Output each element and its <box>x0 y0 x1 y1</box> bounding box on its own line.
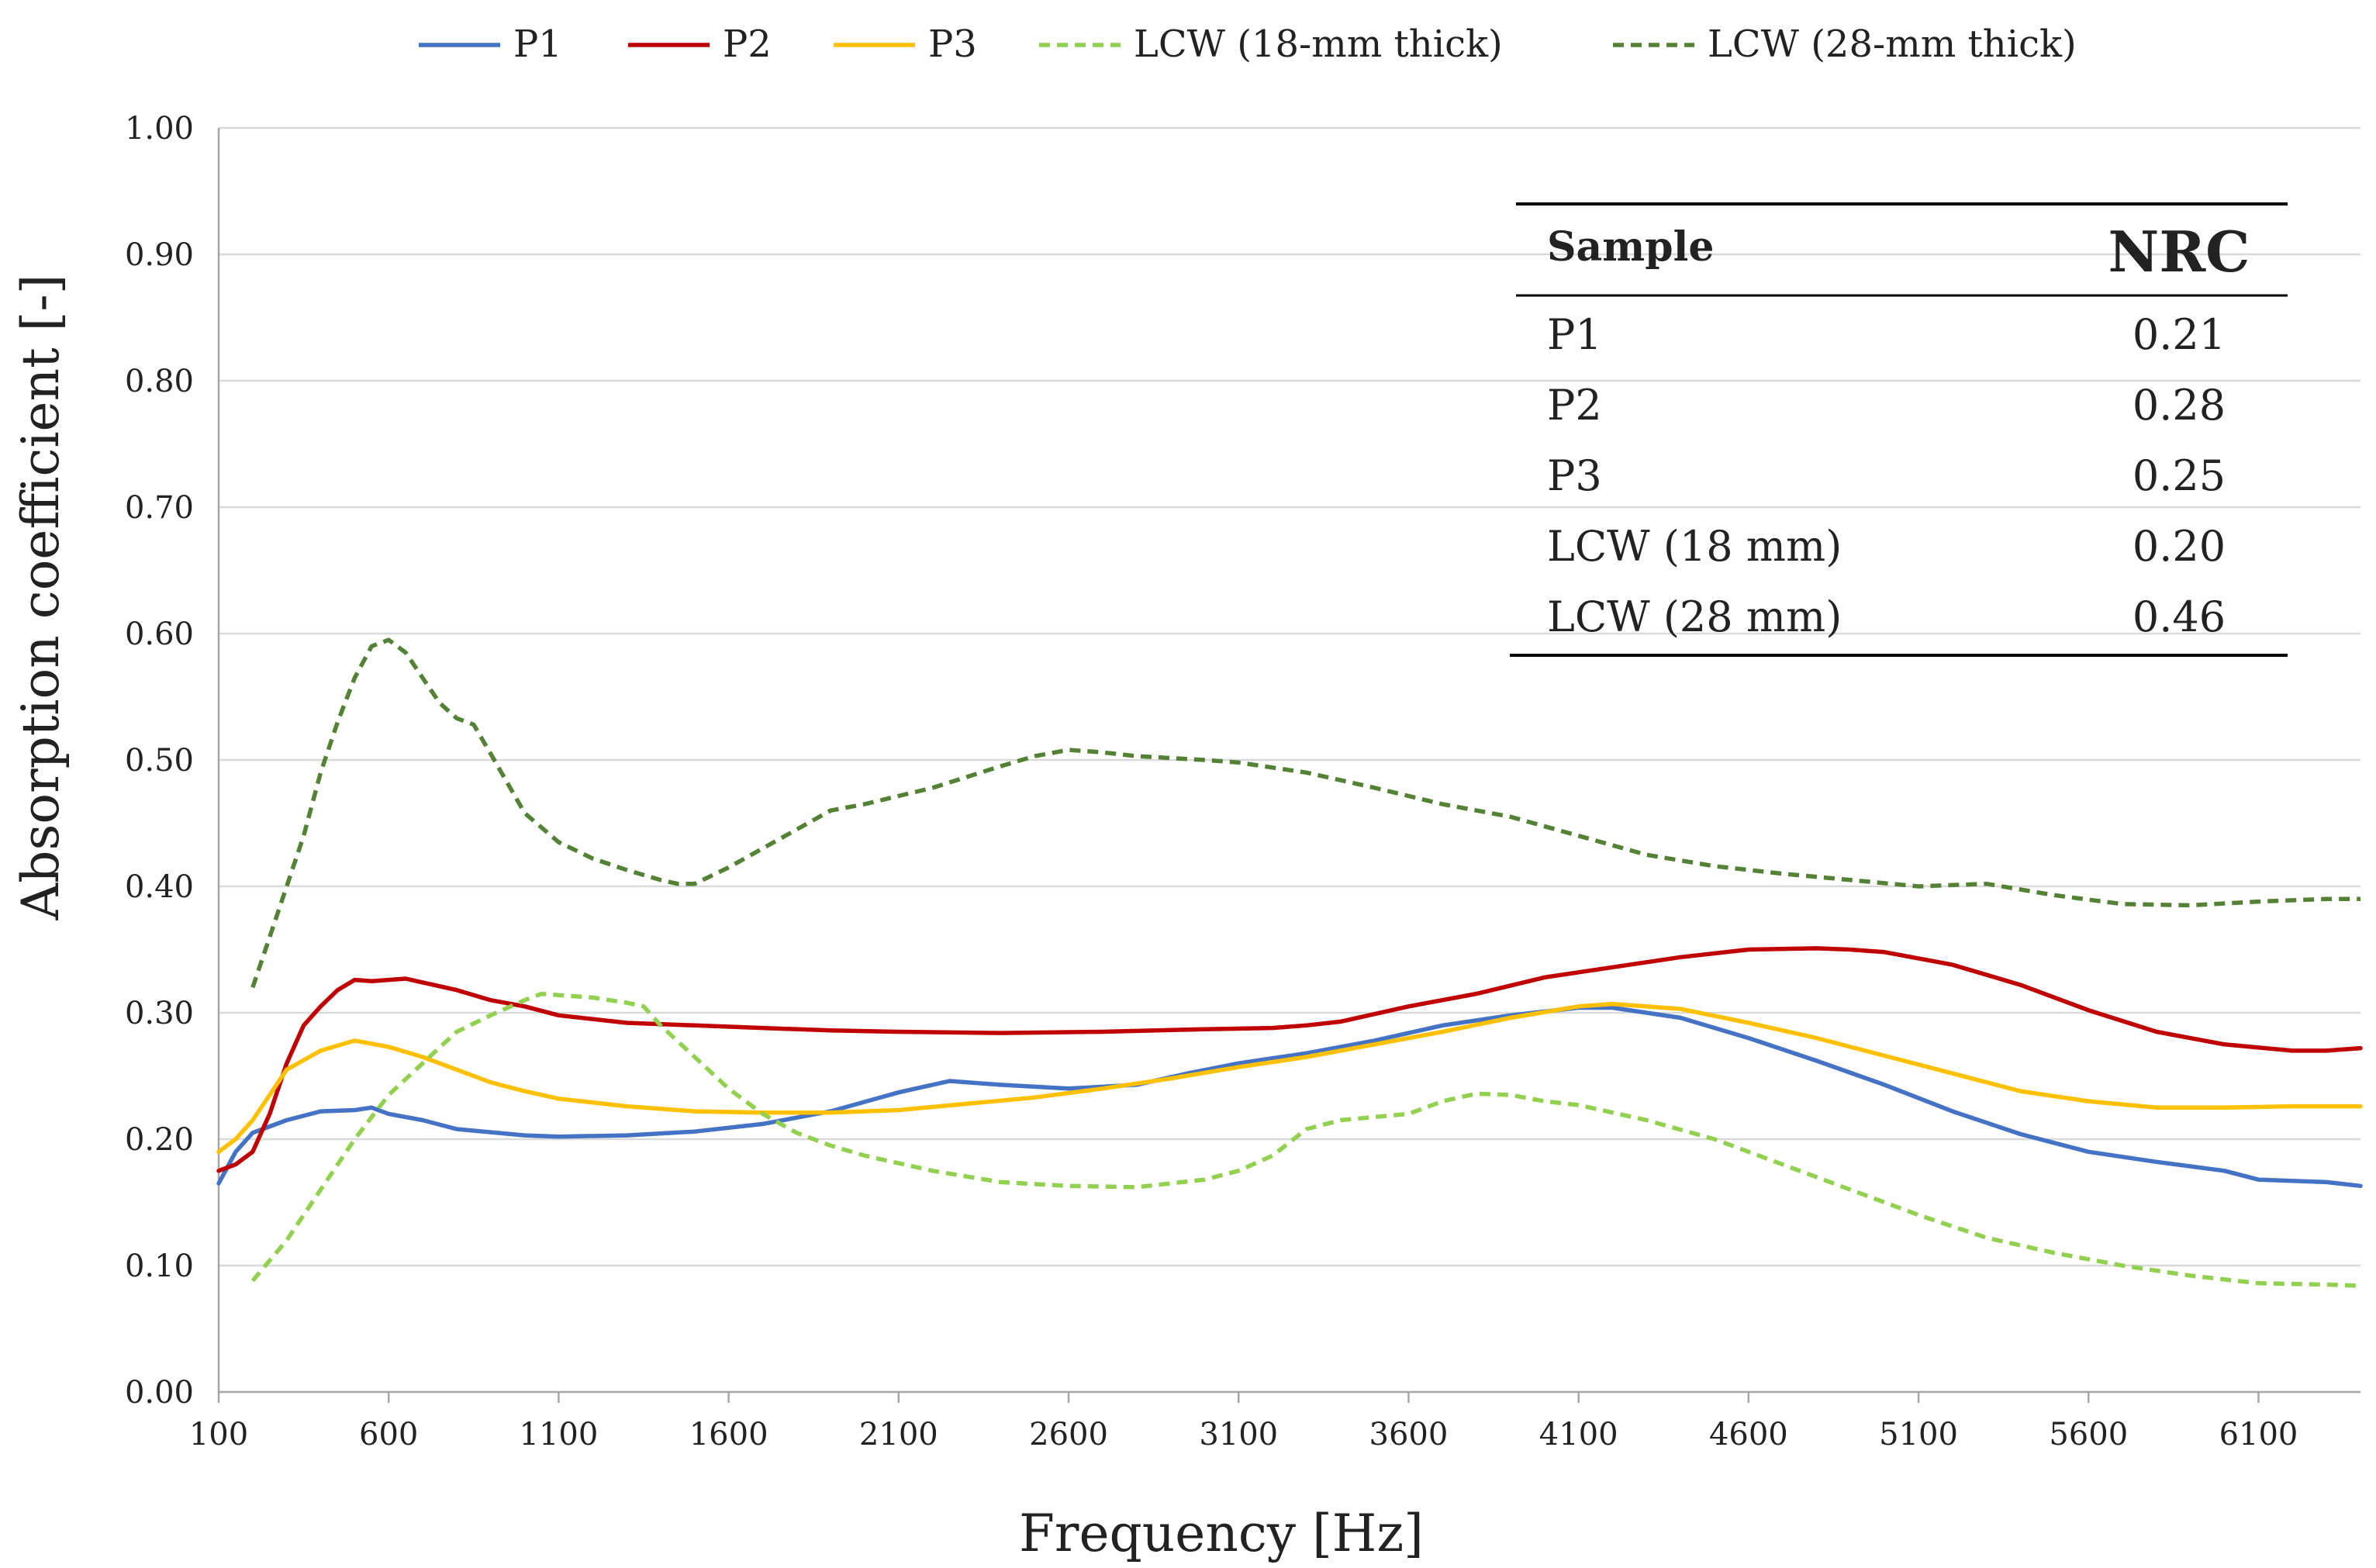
y-tick-label: 0.60 <box>125 616 194 652</box>
y-tick-label: 0.20 <box>125 1122 194 1158</box>
x-tick-label: 600 <box>359 1417 418 1452</box>
table-cell-nrc: 0.28 <box>2133 381 2226 430</box>
y-tick-label: 0.30 <box>125 996 194 1031</box>
y-axis-title: Absorption coefficient [-] <box>11 275 71 921</box>
series-line-p2 <box>216 946 2363 1173</box>
y-tick-label: 0.40 <box>125 869 194 905</box>
x-tick-label: 100 <box>189 1417 248 1452</box>
y-tick-label: 0.90 <box>125 237 194 273</box>
legend-label: LCW (28-mm thick) <box>1708 22 2077 66</box>
x-tick-label: 4600 <box>1709 1417 1788 1452</box>
table-cell-sample: P1 <box>1547 310 1602 359</box>
table-cell-sample: P3 <box>1547 451 1602 500</box>
series-layer <box>216 637 2363 1288</box>
x-tick-label: 6100 <box>2219 1417 2298 1452</box>
table-cell-nrc: 0.20 <box>2133 522 2226 571</box>
y-tick-label: 0.00 <box>125 1375 194 1411</box>
x-tick-label: 1600 <box>689 1417 768 1452</box>
x-tick-label: 3100 <box>1199 1417 1278 1452</box>
table-cell-nrc: 0.46 <box>2133 592 2226 641</box>
series-line-p3 <box>216 1001 2363 1155</box>
legend-label: LCW (18-mm thick) <box>1134 22 1503 66</box>
legend-label: P1 <box>513 22 562 66</box>
x-tick-label: 1100 <box>520 1417 599 1452</box>
legend-label: P3 <box>928 22 977 66</box>
table-cell-sample: LCW (28 mm) <box>1547 592 1842 641</box>
table-header-nrc: NRC <box>2108 219 2250 285</box>
y-tick-label: 0.80 <box>125 364 194 399</box>
legend-label: P2 <box>723 22 772 66</box>
x-tick-label: 3600 <box>1369 1417 1449 1452</box>
x-tick-label: 5100 <box>1879 1417 1958 1452</box>
series-line-lcw-28-mm-thick <box>250 637 2360 989</box>
table-cell-nrc: 0.25 <box>2133 451 2226 500</box>
y-tick-label: 0.70 <box>125 490 194 526</box>
y-tick-label: 0.50 <box>125 743 194 779</box>
axis-layer: 0.00 0.10 0.20 0.30 0.40 0.50 0.60 0.70 0.80 0.90… <box>125 111 2360 1452</box>
table-cell-nrc: 0.21 <box>2133 310 2226 359</box>
series-line-lcw-18-mm-thick <box>250 991 2361 1288</box>
grid-layer <box>219 126 2360 1267</box>
y-tick-label: 1.00 <box>125 111 194 147</box>
legend-layer: P1 P2 P3 LCW (18-mm thick) LCW (28-mm thick) <box>419 22 2077 66</box>
table-cell-sample: P2 <box>1547 381 1602 430</box>
x-tick-label: 2600 <box>1029 1417 1108 1452</box>
table-cell-sample: LCW (18 mm) <box>1547 522 1842 571</box>
x-tick-label: 4100 <box>1539 1417 1618 1452</box>
x-tick-label: 5600 <box>2049 1417 2128 1452</box>
y-tick-label: 0.10 <box>125 1249 194 1284</box>
x-axis-title: Frequency [Hz] <box>1019 1504 1424 1563</box>
x-tick-label: 2100 <box>859 1417 938 1452</box>
table-header-sample: Sample <box>1547 223 1714 271</box>
nrc-table: Sample NRC P1 0.21 P2 0.28 P3 0.25 LCW (18 mm) 0.… <box>1510 202 2288 657</box>
series-line-p1 <box>216 1005 2363 1189</box>
